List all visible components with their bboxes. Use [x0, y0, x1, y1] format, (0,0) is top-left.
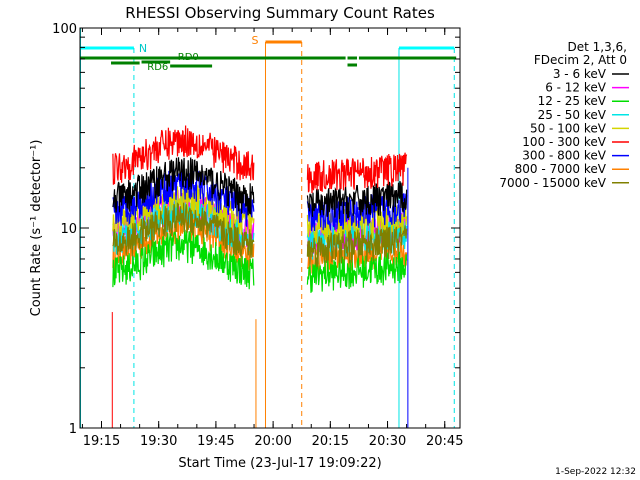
- series-7000_15000keV: [112, 202, 408, 268]
- night-label: N: [139, 42, 147, 55]
- saa-label: S: [251, 34, 258, 47]
- x-tick-label: 20:00: [254, 434, 291, 449]
- series-100_300keV: [112, 125, 408, 194]
- series-12_25keV: [112, 229, 408, 293]
- series-line: [112, 202, 255, 258]
- legend-entry-label: 6 - 12 keV: [545, 81, 607, 95]
- series-line: [306, 251, 408, 293]
- plot-area: N S RD6 RD0: [80, 28, 457, 428]
- y-tick-label: 100: [52, 22, 77, 37]
- x-tick-label: 20:30: [369, 434, 406, 449]
- series-line: [112, 229, 255, 290]
- x-tick-label: 19:15: [83, 434, 120, 449]
- rd0-label: RD0: [178, 52, 199, 63]
- footer-timestamp: 1-Sep-2022 12:32: [555, 467, 636, 477]
- axes: 19:15 19:30 19:45 20:00 20:15 20:30 20:45 1 10 10…: [52, 22, 463, 449]
- x-axis-label: Start Time (23-Jul-17 19:09:22): [178, 456, 381, 471]
- legend-entry-label: 3 - 6 keV: [553, 67, 607, 81]
- legend-entry-label: 50 - 100 keV: [530, 121, 607, 135]
- series-3_6keV: [112, 157, 408, 220]
- series-line: [306, 225, 408, 268]
- chart-title: RHESSI Observing Summary Count Rates: [125, 4, 435, 22]
- series-line: [112, 125, 255, 185]
- x-tick-label: 20:45: [426, 434, 463, 449]
- legend-entry-label: 800 - 7000 keV: [515, 162, 607, 176]
- legend-entry-label: 100 - 300 keV: [522, 135, 606, 149]
- x-tick-label: 19:45: [197, 434, 234, 449]
- y-tick-label: 1: [69, 422, 77, 437]
- x-tick-label: 19:30: [140, 434, 177, 449]
- x-tick-label: 20:15: [312, 434, 349, 449]
- legend-entry-label: 7000 - 15000 keV: [499, 176, 606, 190]
- legend-entry-label: 12 - 25 keV: [538, 94, 607, 108]
- series-line: [306, 181, 408, 220]
- y-tick-label: 10: [60, 222, 77, 237]
- series-line: [306, 152, 408, 194]
- legend-entry-label: 25 - 50 keV: [538, 108, 607, 122]
- legend-header-line-1: Det 1,3,6,: [568, 40, 628, 54]
- series-line: [112, 157, 255, 216]
- legend-entry-label: 300 - 800 keV: [522, 149, 606, 163]
- legend-header-line-2: FDecim 2, Att 0: [534, 53, 627, 67]
- rd6-label: RD6: [147, 62, 168, 73]
- y-axis-label: Count Rate (s⁻¹ detector⁻¹): [29, 140, 44, 317]
